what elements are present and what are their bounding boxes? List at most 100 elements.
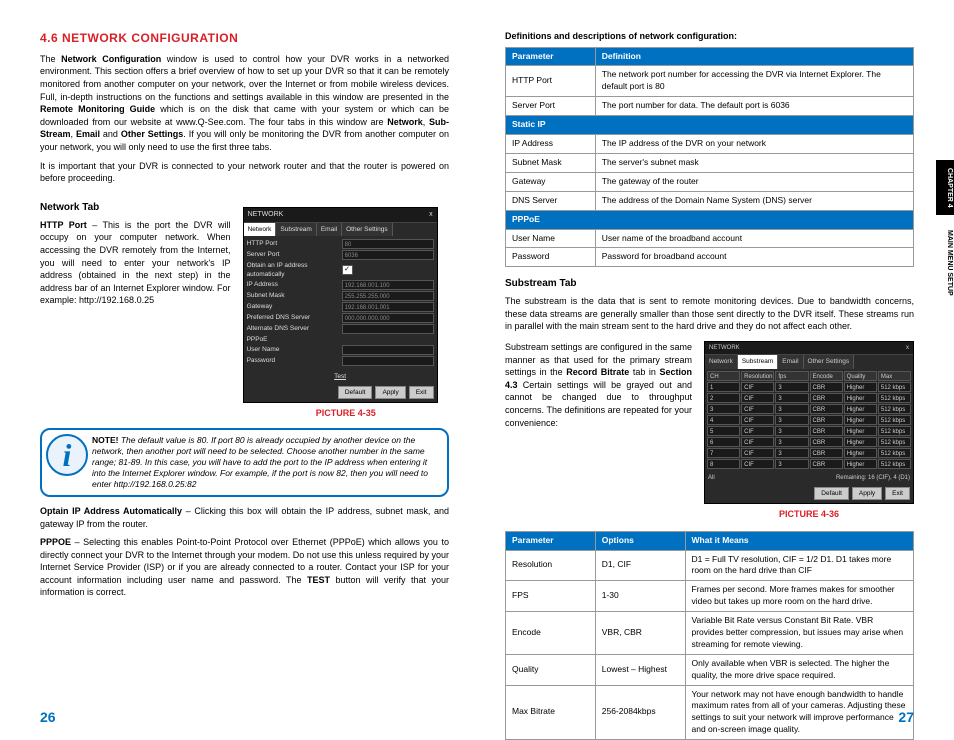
- sub-cell[interactable]: Higher: [844, 426, 877, 436]
- dvr-button[interactable]: Exit: [409, 386, 434, 399]
- sub-cell[interactable]: CBR: [810, 437, 843, 447]
- options-table: ParameterOptionsWhat it MeansResolutionD…: [505, 531, 914, 740]
- sub-cell[interactable]: 3: [775, 448, 808, 458]
- sub-cell[interactable]: CBR: [810, 382, 843, 392]
- table-row: FPS1-30Frames per second. More frames ma…: [506, 581, 914, 612]
- dvr-button[interactable]: Apply: [375, 386, 405, 399]
- dvr-field-row: Subnet Mask255.255.255.000: [247, 291, 434, 301]
- dvr-input[interactable]: 80: [342, 239, 434, 249]
- table-cell: The network port number for accessing th…: [595, 66, 913, 97]
- sub-cell[interactable]: 512 kbps: [878, 393, 911, 403]
- table-cell: Password: [506, 248, 596, 267]
- sub-cell[interactable]: 512 kbps: [878, 459, 911, 469]
- sub-cell[interactable]: 512 kbps: [878, 426, 911, 436]
- dvr-button[interactable]: Exit: [885, 487, 910, 500]
- table-row: ResolutionD1, CIFD1 = Full TV resolution…: [506, 550, 914, 581]
- sub-cell[interactable]: CIF: [741, 415, 774, 425]
- sub-cell[interactable]: 8: [707, 459, 740, 469]
- dvr-tab[interactable]: Other Settings: [804, 355, 855, 368]
- table-cell: Max Bitrate: [506, 685, 596, 740]
- dvr-input[interactable]: 192.168.001.100: [342, 280, 434, 290]
- dvr-checkbox[interactable]: ✓: [342, 265, 353, 275]
- note-box: i NOTE! The default value is 80. If port…: [40, 428, 449, 497]
- sub-cell[interactable]: CIF: [741, 382, 774, 392]
- sub-cell[interactable]: CIF: [741, 404, 774, 414]
- dvr-input[interactable]: 192.168.001.001: [342, 302, 434, 312]
- sub-cell[interactable]: CBR: [810, 415, 843, 425]
- table-section: Static IP: [506, 116, 914, 135]
- sub-cell[interactable]: CBR: [810, 426, 843, 436]
- sub-cell[interactable]: Higher: [844, 437, 877, 447]
- sub-cell[interactable]: 2: [707, 393, 740, 403]
- sub-cell[interactable]: CBR: [810, 404, 843, 414]
- dvr-input[interactable]: 6036: [342, 250, 434, 260]
- sub-cell[interactable]: 3: [707, 404, 740, 414]
- sub-cell[interactable]: 3: [775, 393, 808, 403]
- dvr-tab[interactable]: Email: [778, 355, 803, 368]
- sub-cell[interactable]: 512 kbps: [878, 404, 911, 414]
- sub-cell[interactable]: 3: [775, 404, 808, 414]
- sub-cell[interactable]: CBR: [810, 448, 843, 458]
- sub-cell[interactable]: 512 kbps: [878, 382, 911, 392]
- dvr-tab[interactable]: Network: [244, 223, 277, 236]
- table-row: HTTP PortThe network port number for acc…: [506, 66, 914, 97]
- dvr-tab[interactable]: Email: [317, 223, 342, 236]
- sub-cell[interactable]: CBR: [810, 393, 843, 403]
- substream-tab-heading: Substream Tab: [505, 277, 914, 291]
- dvr-input[interactable]: [342, 356, 434, 366]
- sub-cell[interactable]: 5: [707, 426, 740, 436]
- sub-cell[interactable]: 512 kbps: [878, 415, 911, 425]
- sub-cell[interactable]: 6: [707, 437, 740, 447]
- sub-cell[interactable]: Higher: [844, 415, 877, 425]
- sub-cell[interactable]: Higher: [844, 404, 877, 414]
- sub-cell[interactable]: Higher: [844, 459, 877, 469]
- table-row: PPPoE: [506, 210, 914, 229]
- table-cell: IP Address: [506, 135, 596, 154]
- info-icon: i: [46, 434, 88, 476]
- sub-cell[interactable]: CIF: [741, 393, 774, 403]
- sub-cell[interactable]: 4: [707, 415, 740, 425]
- dvr-input[interactable]: [342, 345, 434, 355]
- sub-cell[interactable]: 512 kbps: [878, 437, 911, 447]
- close-icon[interactable]: x: [429, 210, 433, 220]
- sub-cell[interactable]: Higher: [844, 393, 877, 403]
- note-body: The default value is 80. If port 80 is a…: [92, 435, 428, 489]
- dvr-input[interactable]: [342, 324, 434, 334]
- dvr-button[interactable]: Default: [338, 386, 373, 399]
- sub-data-row: 8CIF3CBRHigher512 kbps: [707, 459, 911, 469]
- sub-cell[interactable]: CIF: [741, 437, 774, 447]
- dvr-tab[interactable]: Network: [705, 355, 738, 368]
- sub-cell[interactable]: CIF: [741, 426, 774, 436]
- sub-cell[interactable]: 512 kbps: [878, 448, 911, 458]
- sub-header-cell: Resolution: [741, 371, 774, 381]
- sub-cell[interactable]: 1: [707, 382, 740, 392]
- sub-cell[interactable]: 3: [775, 415, 808, 425]
- sub-cell[interactable]: CIF: [741, 448, 774, 458]
- sub-cell[interactable]: CIF: [741, 459, 774, 469]
- sub-cell[interactable]: Higher: [844, 382, 877, 392]
- dvr-input[interactable]: 000.000.000.000: [342, 313, 434, 323]
- t: NETWORK: [709, 344, 740, 352]
- dvr-field-row: Alternate DNS Server: [247, 324, 434, 334]
- table-cell: D1 = Full TV resolution, CIF = 1/2 D1. D…: [685, 550, 914, 581]
- sub-cell[interactable]: 3: [775, 426, 808, 436]
- dvr-button[interactable]: Default: [814, 487, 849, 500]
- close-icon[interactable]: x: [906, 344, 909, 352]
- dvr-tab[interactable]: Other Settings: [342, 223, 393, 236]
- sub-cell[interactable]: 7: [707, 448, 740, 458]
- dvr-button[interactable]: Apply: [852, 487, 882, 500]
- sub-cell[interactable]: 3: [775, 382, 808, 392]
- dvr-field-row: Password: [247, 356, 434, 366]
- sub-cell[interactable]: 3: [775, 437, 808, 447]
- t: Network: [387, 117, 423, 127]
- picture-35-caption: PICTURE 4-35: [243, 407, 449, 420]
- dvr-test-link[interactable]: Test: [244, 370, 437, 383]
- sub-data-row: 2CIF3CBRHigher512 kbps: [707, 393, 911, 403]
- sub-cell[interactable]: 3: [775, 459, 808, 469]
- dvr-field-row: Preferred DNS Server000.000.000.000: [247, 313, 434, 323]
- dvr-tab[interactable]: Substream: [738, 355, 778, 368]
- sub-cell[interactable]: CBR: [810, 459, 843, 469]
- dvr-input[interactable]: 255.255.255.000: [342, 291, 434, 301]
- dvr-tab[interactable]: Substream: [276, 223, 316, 236]
- sub-cell[interactable]: Higher: [844, 448, 877, 458]
